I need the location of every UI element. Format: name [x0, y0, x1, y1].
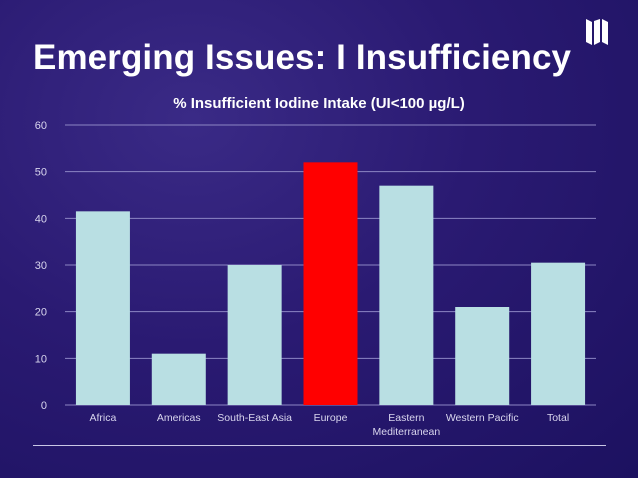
- x-tick-label: Total: [547, 412, 569, 424]
- bar: [75, 211, 130, 405]
- bar: [303, 162, 358, 405]
- bar: [455, 307, 510, 405]
- bar: [151, 353, 206, 405]
- chart-title: % Insufficient Iodine Intake (UI<100 µg/…: [173, 95, 465, 112]
- book-emblem-icon: [586, 19, 608, 45]
- footer-divider: [33, 445, 606, 446]
- x-tick-label: Mediterranean: [372, 426, 440, 438]
- x-tick-label: Americas: [157, 412, 201, 424]
- bar: [531, 262, 586, 405]
- x-tick-label: Eastern: [388, 412, 424, 424]
- y-tick-label: 0: [41, 400, 47, 412]
- y-tick-label: 50: [35, 167, 47, 179]
- bar: [227, 265, 282, 405]
- x-tick-label: Europe: [314, 412, 348, 424]
- y-tick-label: 20: [35, 307, 47, 319]
- bar: [379, 185, 434, 405]
- x-tick-label: Western Pacific: [446, 412, 519, 424]
- x-tick-label: South-East Asia: [217, 412, 292, 424]
- slide-title: Emerging Issues: I Insufficiency: [33, 38, 572, 77]
- x-tick-label: Africa: [90, 412, 117, 424]
- y-tick-label: 40: [35, 213, 47, 225]
- y-tick-label: 60: [35, 120, 47, 132]
- y-tick-label: 10: [35, 353, 47, 365]
- y-tick-label: 30: [35, 260, 47, 272]
